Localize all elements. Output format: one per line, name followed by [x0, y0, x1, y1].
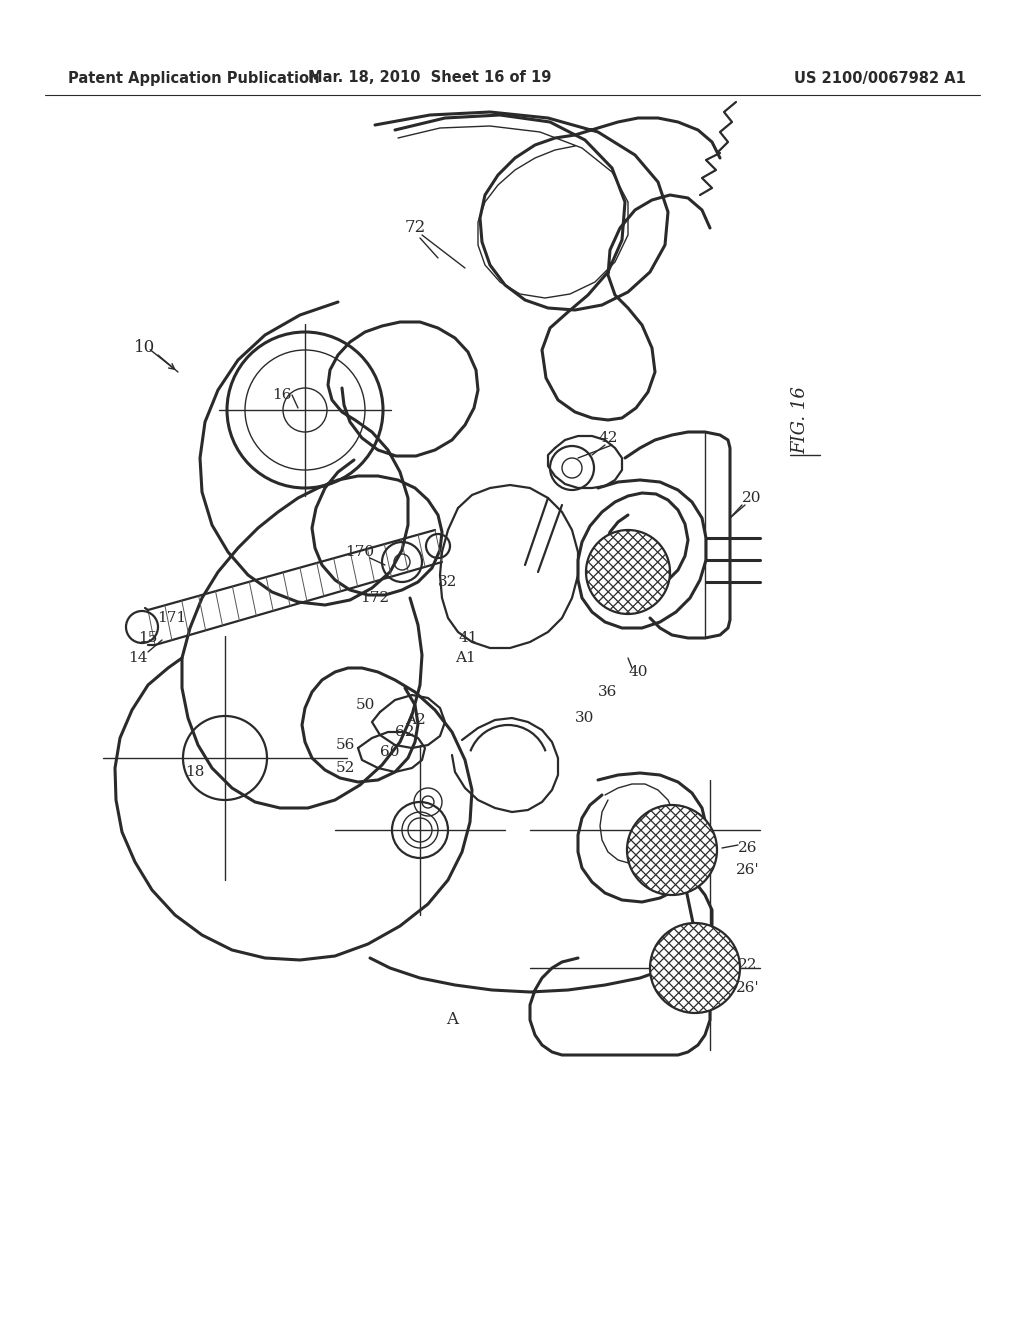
Text: 170: 170 — [345, 545, 375, 558]
Text: 26: 26 — [738, 841, 758, 855]
Text: 15: 15 — [138, 631, 158, 645]
Text: 42: 42 — [598, 432, 617, 445]
Text: 22: 22 — [738, 958, 758, 972]
Text: 50: 50 — [355, 698, 375, 711]
Text: Patent Application Publication: Patent Application Publication — [68, 70, 319, 86]
Text: A1: A1 — [455, 651, 475, 665]
Text: 41: 41 — [459, 631, 478, 645]
Text: A: A — [446, 1011, 458, 1028]
Text: 72: 72 — [404, 219, 426, 236]
Text: 26': 26' — [736, 981, 760, 995]
Text: 60: 60 — [380, 744, 399, 759]
Text: 172: 172 — [360, 591, 389, 605]
Text: 16: 16 — [272, 388, 292, 403]
Text: 18: 18 — [185, 766, 205, 779]
Text: 62: 62 — [395, 725, 415, 739]
Text: FIG. 16: FIG. 16 — [791, 385, 809, 454]
Text: 20: 20 — [742, 491, 762, 506]
Text: 14: 14 — [128, 651, 147, 665]
Circle shape — [627, 805, 717, 895]
Text: 40: 40 — [629, 665, 648, 678]
Text: A2: A2 — [404, 713, 425, 727]
Text: 52: 52 — [335, 762, 354, 775]
Text: 26': 26' — [736, 863, 760, 876]
Text: Mar. 18, 2010  Sheet 16 of 19: Mar. 18, 2010 Sheet 16 of 19 — [308, 70, 552, 86]
Circle shape — [650, 923, 740, 1012]
Text: 171: 171 — [158, 611, 186, 624]
Circle shape — [586, 531, 670, 614]
Text: US 2100/0067982 A1: US 2100/0067982 A1 — [794, 70, 966, 86]
Text: 10: 10 — [134, 339, 156, 356]
Text: 32: 32 — [438, 576, 458, 589]
Text: 56: 56 — [335, 738, 354, 752]
Text: 30: 30 — [575, 711, 595, 725]
Text: 36: 36 — [598, 685, 617, 700]
Text: 24: 24 — [598, 550, 617, 565]
